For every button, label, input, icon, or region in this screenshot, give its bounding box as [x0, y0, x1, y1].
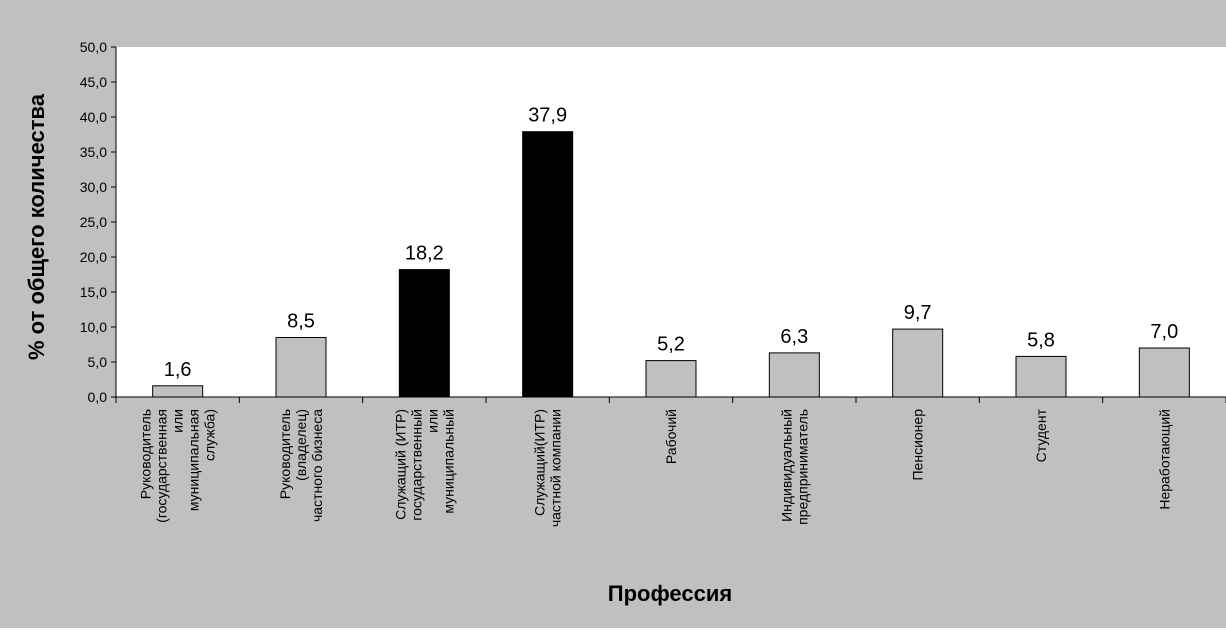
y-tick-label: 25,0	[80, 214, 107, 230]
category-label-line: или	[170, 409, 186, 433]
data-label: 1,6	[164, 359, 192, 381]
category-label: Неработающий	[1156, 409, 1172, 510]
data-label: 37,9	[528, 105, 567, 127]
data-label: 7,0	[1150, 321, 1178, 343]
category-label-line: служба)	[202, 409, 218, 461]
category-label-line: частной компании	[548, 409, 564, 527]
category-label: Руководитель(государственнаяилимуниципал…	[138, 409, 218, 523]
category-label-line: муниципальная	[186, 409, 202, 511]
category-label: Служащий (ИТР)государственныйилимуниципа…	[392, 409, 456, 521]
category-label-line: Руководитель	[277, 409, 293, 499]
category-label-line: муниципальный	[440, 409, 456, 514]
category-label-line: государственный	[408, 409, 424, 521]
bar	[892, 328, 944, 398]
y-tick-label: 50,0	[80, 39, 107, 55]
category-label: Индивидуальныйпредприниматель	[778, 409, 810, 525]
y-tick-label: 15,0	[80, 284, 107, 300]
data-label: 8,5	[287, 311, 315, 333]
x-axis-title: Профессия	[608, 581, 732, 606]
bars	[152, 131, 1190, 398]
y-axis-title: % от общего количества	[24, 93, 49, 360]
data-label: 5,8	[1027, 329, 1055, 351]
bar	[152, 385, 204, 398]
category-label-line: Индивидуальный	[778, 409, 794, 522]
category-label-line: Руководитель	[138, 409, 154, 499]
category-label-line: Служащий(ИТР)	[532, 409, 548, 516]
category-label-line: предприниматель	[794, 409, 810, 525]
category-label: Рабочий	[663, 409, 679, 464]
bar	[1138, 347, 1190, 398]
bar	[645, 360, 697, 398]
category-label-line: Студент	[1033, 408, 1049, 462]
bar	[1015, 355, 1067, 398]
data-label: 18,2	[405, 243, 444, 265]
data-label: 5,2	[657, 334, 685, 356]
category-label: Руководитель(владелец)частного бизнеса	[277, 409, 325, 522]
bar	[522, 131, 574, 398]
category-label-line: Рабочий	[663, 409, 679, 464]
bar	[768, 352, 820, 398]
category-label-line: (владелец)	[293, 409, 309, 481]
y-tick-label: 10,0	[80, 319, 107, 335]
y-tick-label: 5,0	[88, 354, 108, 370]
category-label-line: или	[424, 409, 440, 433]
y-tick-label: 20,0	[80, 249, 107, 265]
y-tick-label: 45,0	[80, 74, 107, 90]
y-tick-label: 0,0	[88, 389, 108, 405]
data-label: 9,7	[904, 302, 932, 324]
category-label: Служащий(ИТР)частной компании	[532, 409, 564, 527]
y-tick-label: 40,0	[80, 109, 107, 125]
bar	[398, 269, 450, 398]
category-label-line: частного бизнеса	[309, 409, 325, 522]
category-label: Пенсионер	[910, 409, 926, 481]
y-axis: 0,0 5,0 10,0 15,0 20,0 25,0 30,0 35,0 40,0 45,0 50…	[80, 39, 117, 405]
y-tick-label: 30,0	[80, 179, 107, 195]
category-label: Студент	[1033, 408, 1049, 462]
category-label-line: Неработающий	[1156, 409, 1172, 510]
category-label-line: (государственная	[154, 409, 170, 523]
data-label: 6,3	[780, 326, 808, 348]
category-label-line: Пенсионер	[910, 409, 926, 481]
y-tick-label: 35,0	[80, 144, 107, 160]
value-labels: 1,6 8,5 18,2 37,9 5,2 6,3 9,7 5,8 7,0	[164, 105, 1178, 381]
bar	[275, 337, 327, 398]
category-label-line: Служащий (ИТР)	[392, 409, 408, 520]
category-labels: Руководитель(государственнаяилимуниципал…	[138, 408, 1173, 527]
